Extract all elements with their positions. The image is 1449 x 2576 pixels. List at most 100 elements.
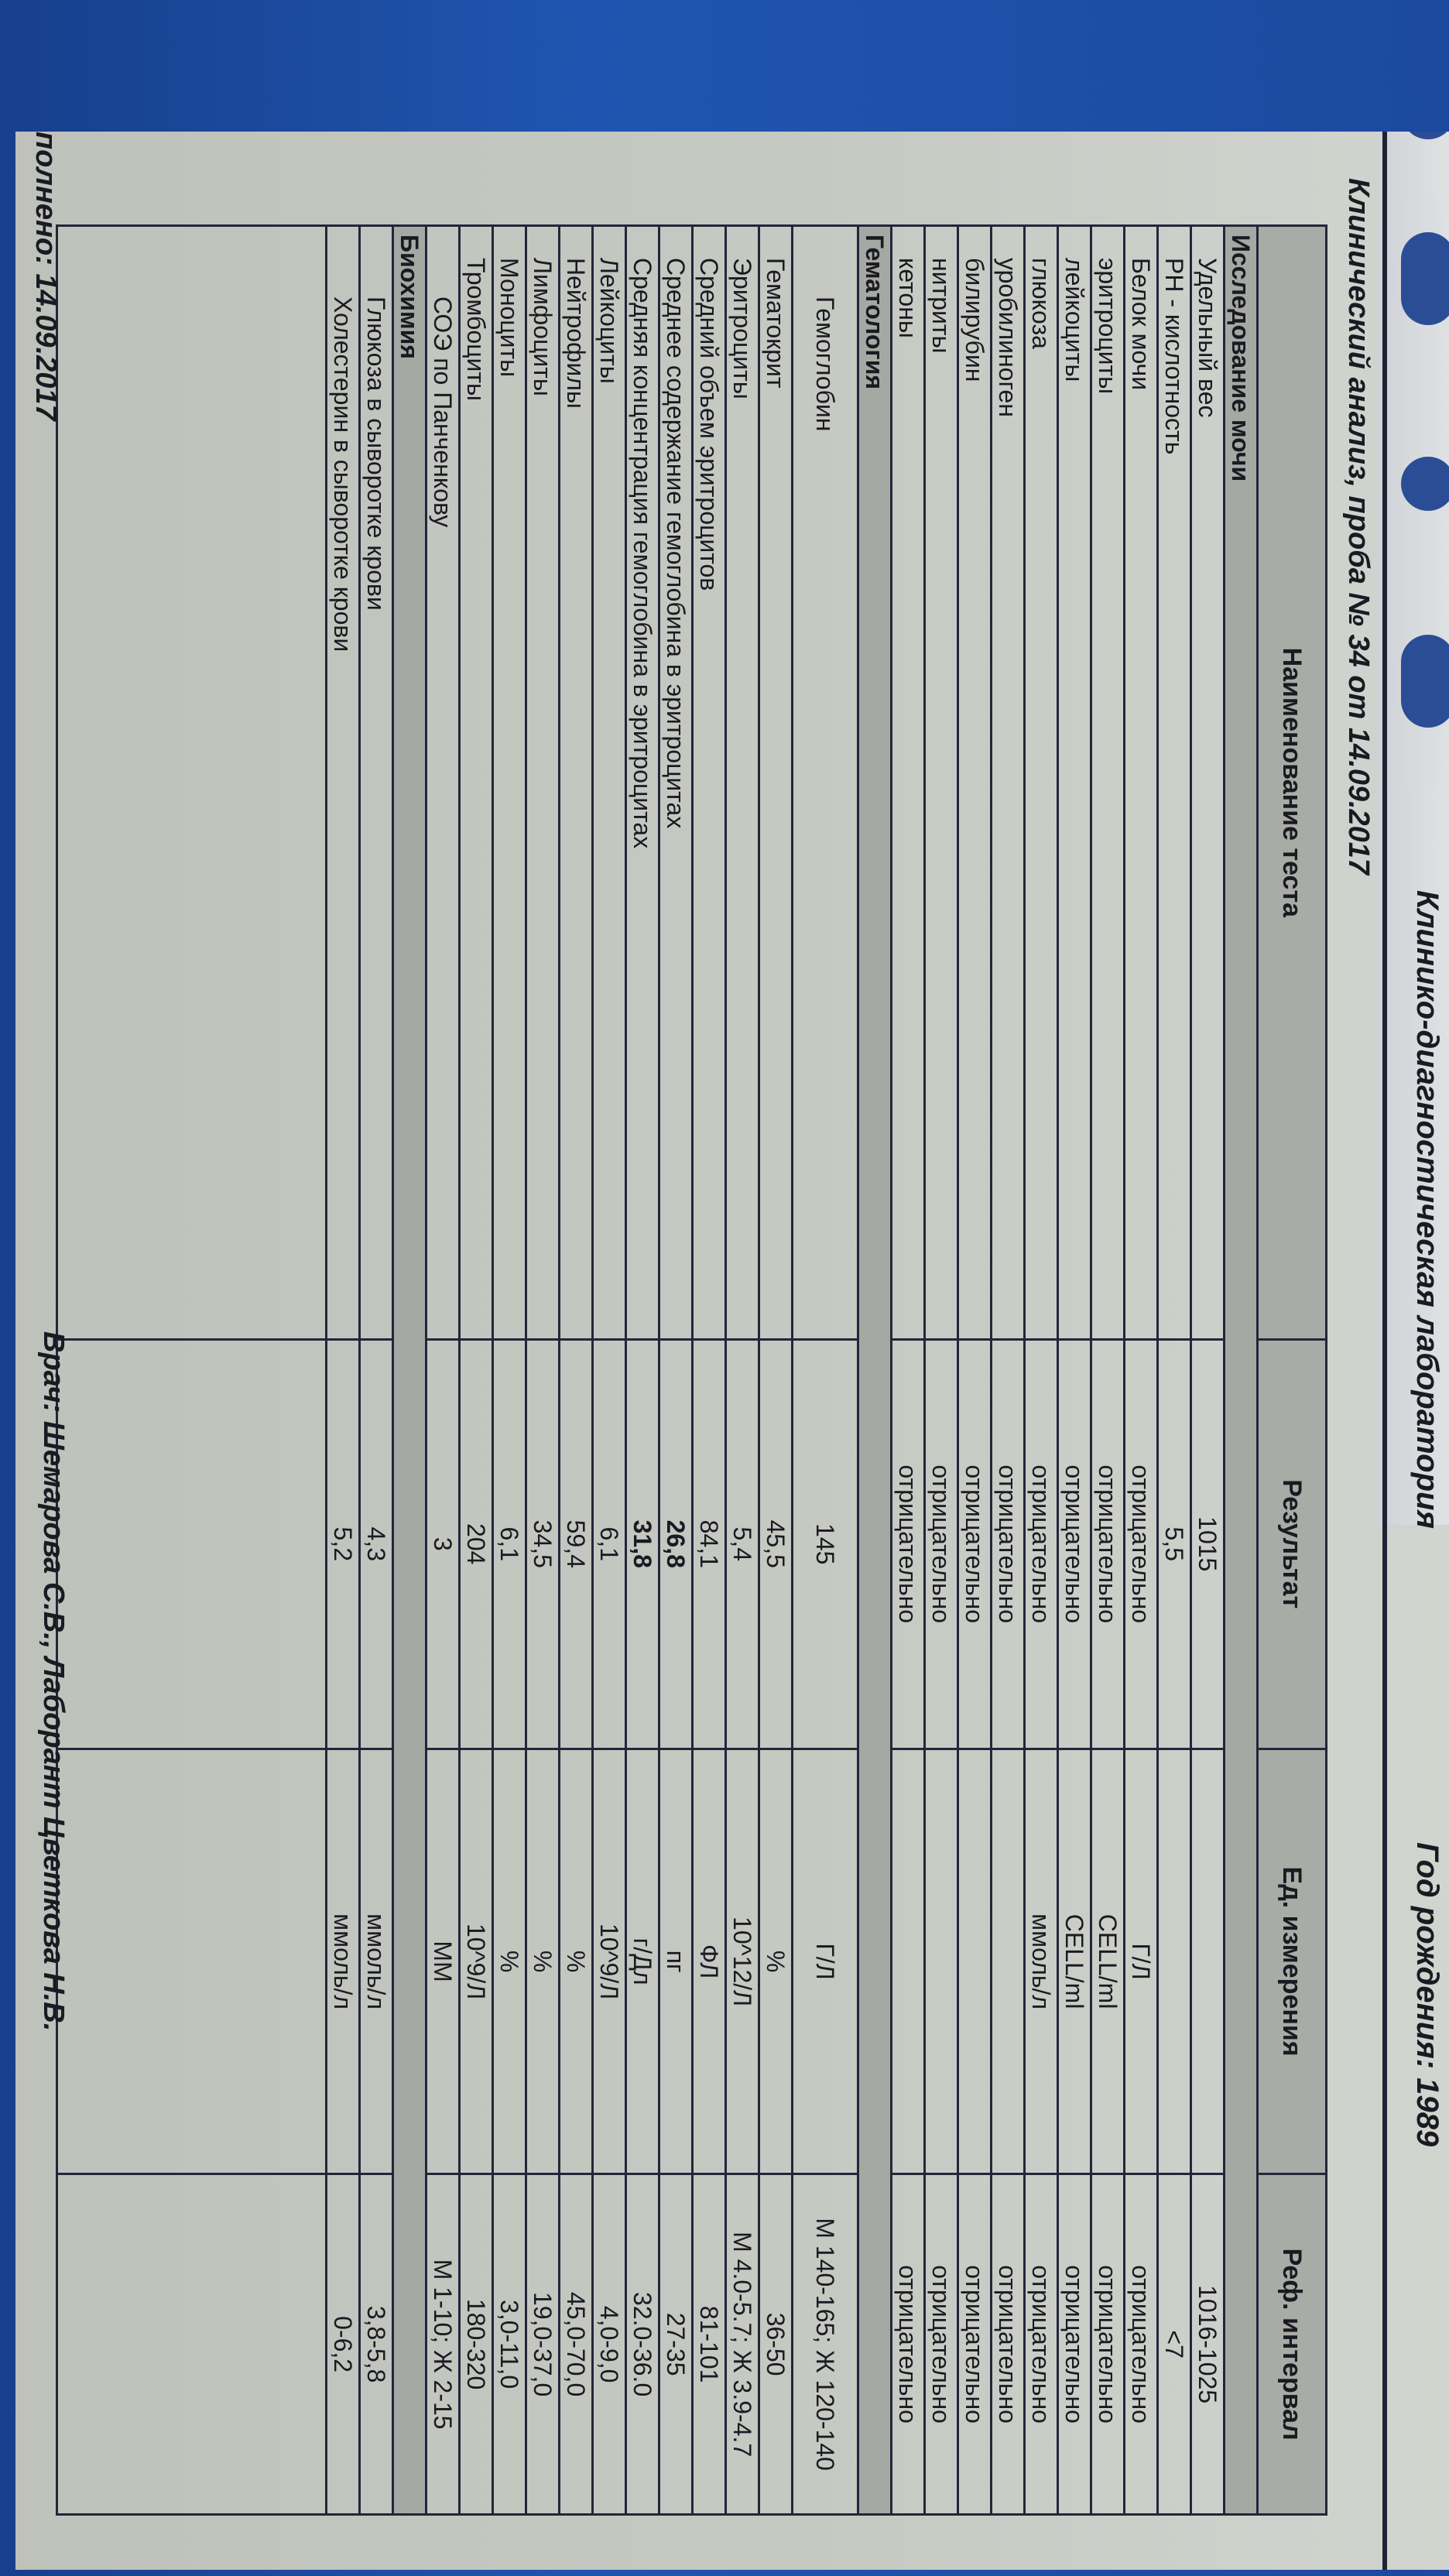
test-unit (924, 1749, 958, 2174)
test-name: СОЭ по Панченкову (426, 225, 460, 1340)
analysis-title: Клинический анализ, проба № 34 от 14.09.… (1342, 178, 1375, 875)
test-name: Холестерин в сыворотке крови (326, 225, 360, 1340)
reference-interval: отрицательно (1057, 2174, 1091, 2515)
test-unit: % (759, 1749, 793, 2174)
test-unit: пг (659, 1749, 693, 2174)
test-unit: % (559, 1749, 593, 2174)
test-result: 84,1 (692, 1339, 726, 1749)
test-unit: Г/Л (792, 1749, 858, 2174)
lab-report-sheet: Клинико-диагностическая лаборатория Год … (15, 132, 1449, 2570)
test-unit: CELL/ml (1057, 1749, 1091, 2174)
reference-interval: отрицательно (957, 2174, 992, 2515)
test-name: Гемоглобин (792, 225, 858, 1340)
empty-cell (57, 1749, 327, 2174)
test-result: 31,8 (625, 1339, 659, 1749)
reference-interval: 27-35 (659, 2174, 693, 2515)
reference-interval: 45,0-70,0 (559, 2174, 593, 2515)
reference-interval: отрицательно (1091, 2174, 1125, 2515)
test-result: отрицательно (924, 1339, 958, 1749)
reference-interval: 32.0-36.0 (625, 2174, 659, 2515)
test-result: 5,2 (326, 1339, 360, 1749)
test-result: отрицательно (957, 1339, 992, 1749)
test-unit (1157, 1749, 1191, 2174)
reference-interval: 3,8-5,8 (359, 2174, 393, 2515)
test-result: 5,4 (725, 1339, 759, 1749)
table-row: нитриты отрицательно отрицательно (924, 225, 958, 2515)
table-row: PH - кислотность 5,5 <7 (1157, 225, 1191, 2515)
empty-row (57, 225, 327, 2515)
table-row: кетоны отрицательно отрицательно (891, 225, 925, 2515)
test-unit: ФЛ (692, 1749, 726, 2174)
punch-hole (1401, 457, 1449, 511)
table-row: Удельный вес 1015 1016-1025 (1190, 225, 1225, 2515)
reference-interval: 0-6,2 (326, 2174, 360, 2515)
test-unit (991, 1749, 1025, 2174)
table-row: Тромбоциты 204 10^9/Л 180-320 (459, 225, 493, 2515)
test-unit: ммоль/л (1024, 1749, 1058, 2174)
test-name: глюкоза (1024, 225, 1058, 1340)
test-result: 145 (792, 1339, 858, 1749)
test-result: 4,3 (359, 1339, 393, 1749)
test-name: уробилиноген (991, 225, 1025, 1340)
test-name: Лимфоциты (526, 225, 560, 1340)
table-row: СОЭ по Панченкову 3 ММ М 1-10; Ж 2-15 (426, 225, 460, 2515)
test-unit: ммоль/л (359, 1749, 393, 2174)
table-row: лейкоциты отрицательно CELL/ml отрицательно (1057, 225, 1091, 2515)
empty-cell (57, 2174, 327, 2515)
table-row: Лимфоциты 34,5% 19,0-37,0 (526, 225, 560, 2515)
test-unit: 10^9/Л (459, 1749, 493, 2174)
table-row: эритроциты отрицательно CELL/ml отрицательн… (1091, 225, 1125, 2515)
test-unit: ММ (426, 1749, 460, 2174)
section-title: Гематология (858, 225, 892, 2515)
test-name: Лейкоциты (592, 225, 626, 1340)
reference-interval: отрицательно (924, 2174, 958, 2515)
table-row: глюкоза отрицательно ммоль/л отрицательно (1024, 225, 1058, 2515)
section-row: Гематология (858, 225, 892, 2515)
test-unit (1190, 1749, 1225, 2174)
test-unit: CELL/ml (1091, 1749, 1125, 2174)
test-unit: % (526, 1749, 560, 2174)
table-row: Средний объем эритроцитов 84,1 ФЛ 81-101 (692, 225, 726, 2515)
reference-interval: отрицательно (1024, 2174, 1058, 2515)
test-result: 6,1 (592, 1339, 626, 1749)
test-result: отрицательно (1057, 1339, 1091, 1749)
test-result: 204 (459, 1339, 493, 1749)
test-name: Среднее содержание гемоглобина в эритроц… (659, 225, 693, 1340)
reference-interval: отрицательно (891, 2174, 925, 2515)
column-header-result: Результат (1257, 1339, 1327, 1749)
lab-title: Клинико-диагностическая лаборатория (1410, 890, 1444, 1529)
test-unit: 10^9/Л (592, 1749, 626, 2174)
section-title: Биохимия (392, 225, 426, 2515)
test-name: лейкоциты (1057, 225, 1091, 1340)
reference-interval: 1016-1025 (1190, 2174, 1225, 2515)
test-name: билирубин (957, 225, 992, 1340)
table-row: Среднее содержание гемоглобина в эритроц… (659, 225, 693, 2515)
test-name: Средний объем эритроцитов (692, 225, 726, 1340)
test-name: Эритроциты (725, 225, 759, 1340)
reference-interval: 36-50 (759, 2174, 793, 2515)
table-row: Гематокрит 45,5% 36-50 (759, 225, 793, 2515)
test-result: отрицательно (1124, 1339, 1158, 1749)
test-name: Нейтрофилы (559, 225, 593, 1340)
test-name: эритроциты (1091, 225, 1125, 1340)
test-name: Средняя концентрация гемоглобина в эритр… (625, 225, 659, 1340)
reference-interval: 4,0-9,0 (592, 2174, 626, 2515)
test-result: 5,5 (1157, 1339, 1191, 1749)
table-header: Наименование теста Результат Ед. измерен… (1257, 225, 1327, 2515)
table-row: Глюкоза в сыворотке крови 4,3 ммоль/л 3,8-5… (359, 225, 393, 2515)
test-result: отрицательно (991, 1339, 1025, 1749)
test-name: Белок мочи (1124, 225, 1158, 1340)
test-unit (957, 1749, 992, 2174)
section-title: Исследование мочи (1224, 225, 1258, 2515)
test-result: 34,5 (526, 1339, 560, 1749)
table-row: билирубин отрицательно отрицательно (957, 225, 992, 2515)
reference-interval: М 4.0-5.7; Ж 3.9-4.7 (725, 2174, 759, 2515)
test-name: Тромбоциты (459, 225, 493, 1340)
test-unit: 10^12/Л (725, 1749, 759, 2174)
table-row: Гемоглобин 145 Г/Л М 140-165; Ж 120-140 (792, 225, 858, 2515)
test-result: 59,4 (559, 1339, 593, 1749)
test-result: отрицательно (1091, 1339, 1125, 1749)
table-row: Средняя концентрация гемоглобина в эритр… (625, 225, 659, 2515)
reference-interval: отрицательно (1124, 2174, 1158, 2515)
empty-cell (57, 1339, 327, 1749)
